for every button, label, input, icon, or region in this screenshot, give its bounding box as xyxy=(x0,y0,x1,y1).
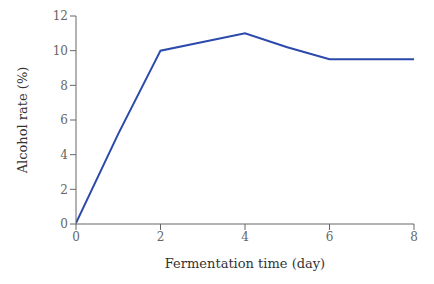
svg-text:4: 4 xyxy=(60,148,68,162)
svg-text:4: 4 xyxy=(241,230,249,244)
svg-text:6: 6 xyxy=(326,230,334,244)
svg-text:2: 2 xyxy=(60,183,68,197)
svg-text:0: 0 xyxy=(72,230,80,244)
svg-text:Alcohol rate (%): Alcohol rate (%) xyxy=(15,67,30,175)
svg-text:Fermentation time (day): Fermentation time (day) xyxy=(165,256,325,271)
svg-text:6: 6 xyxy=(60,113,68,127)
svg-text:0: 0 xyxy=(60,217,68,231)
svg-text:8: 8 xyxy=(60,79,68,93)
svg-text:2: 2 xyxy=(157,230,165,244)
svg-text:12: 12 xyxy=(53,9,68,23)
svg-text:8: 8 xyxy=(410,230,418,244)
svg-text:10: 10 xyxy=(53,44,68,58)
